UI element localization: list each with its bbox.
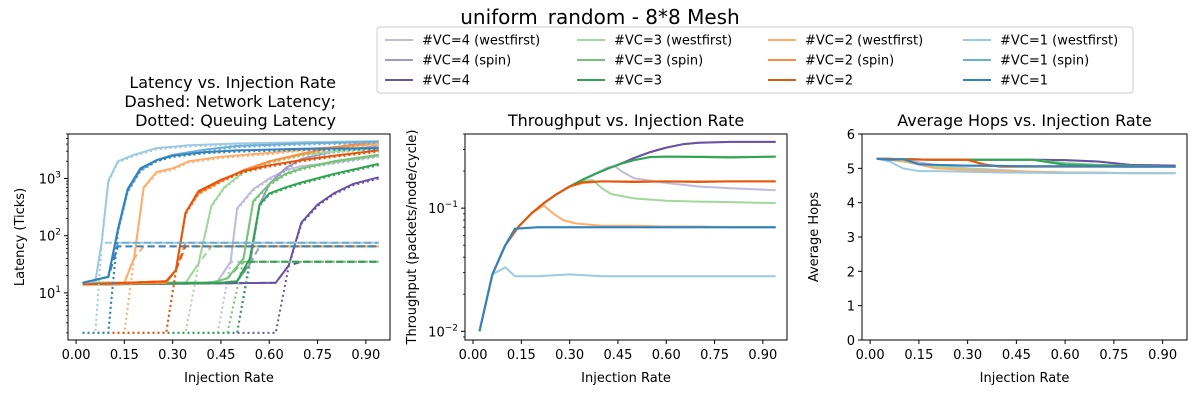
x-tick-label: 0.15 bbox=[507, 348, 536, 363]
legend-label-vc-2-westfirst: #VC=2 (westfirst) bbox=[805, 34, 923, 49]
legend-label-vc-3-spin: #VC=3 (spin) bbox=[614, 54, 703, 69]
legend-label-vc-4-spin: #VC=4 (spin) bbox=[422, 54, 511, 69]
x-tick-label: 0.75 bbox=[700, 348, 729, 363]
series-line-vc-3-queuing bbox=[82, 164, 379, 334]
legend-label-vc-4-westfirst: #VC=4 (westfirst) bbox=[422, 34, 540, 49]
panel-title: Average Hops vs. Injection Rate bbox=[897, 111, 1152, 130]
series-line-vc-2-spin bbox=[478, 180, 776, 332]
x-tick-label: 0.60 bbox=[1051, 348, 1080, 363]
series-line-vc-3-network bbox=[82, 260, 379, 286]
x-tick-label: 0.90 bbox=[748, 348, 777, 363]
series-line-vc-2 bbox=[82, 149, 379, 286]
x-tick-label: 0.45 bbox=[206, 348, 235, 363]
x-tick-label: 0.45 bbox=[1002, 348, 1031, 363]
series-line-vc-2-westfirst-network bbox=[82, 245, 379, 286]
series-line-vc-1-westfirst bbox=[82, 140, 379, 284]
series-line-vc-1 bbox=[82, 147, 379, 284]
y-axis-label: Latency (Ticks) bbox=[13, 188, 28, 286]
series-line-vc-4-westfirst bbox=[478, 165, 776, 332]
series-line-vc-1-spin-queuing bbox=[82, 142, 379, 334]
panel-title: Latency vs. Injection Rate bbox=[129, 73, 336, 92]
legend-label-vc-2: #VC=2 bbox=[805, 74, 853, 89]
x-tick-label: 0.00 bbox=[856, 348, 885, 363]
hops-panel: Average Hops vs. Injection Rate 0.00 0.15 0… bbox=[807, 111, 1188, 386]
y-tick-label: 101 bbox=[39, 285, 61, 302]
series-line-vc-1 bbox=[876, 157, 1176, 168]
legend-label-vc-1-westfirst: #VC=1 (westfirst) bbox=[1000, 34, 1118, 49]
series-line-vc-2-queuing bbox=[82, 150, 379, 334]
y-tick-label: 4 bbox=[847, 197, 855, 212]
series-line-vc-2-spin-queuing bbox=[82, 141, 379, 334]
y-axis-label: Average Hops bbox=[807, 192, 822, 282]
series-line-vc-3-spin-network bbox=[82, 260, 379, 284]
series-group bbox=[82, 140, 379, 334]
panel-title: Throughput vs. Injection Rate bbox=[507, 111, 744, 130]
series-line-vc-3-westfirst bbox=[478, 178, 776, 332]
series-line-vc-1-westfirst-queuing bbox=[82, 141, 379, 334]
x-axis-label: Injection Rate bbox=[184, 371, 274, 386]
series-line-vc-3-westfirst-queuing bbox=[82, 148, 379, 334]
series-line-vc-4 bbox=[82, 176, 379, 286]
legend-frame bbox=[376, 26, 1134, 94]
legend-label-vc-1-spin: #VC=1 (spin) bbox=[1000, 54, 1089, 69]
x-axis-label: Injection Rate bbox=[581, 371, 671, 386]
x-axis-label: Injection Rate bbox=[980, 371, 1070, 386]
series-line-vc-2-network bbox=[82, 245, 379, 286]
series-group bbox=[876, 157, 1176, 175]
legend-label-vc-2-spin: #VC=2 (spin) bbox=[805, 54, 894, 69]
x-tick-label: 0.75 bbox=[1099, 348, 1128, 363]
x-tick-label: 0.30 bbox=[953, 348, 982, 363]
series-line-vc-1-westfirst bbox=[478, 266, 776, 332]
legend-items: #VC=4 (westfirst) #VC=4 (spin) #VC=4 #VC=3 … bbox=[385, 34, 1118, 89]
series-line-vc-4-westfirst-network bbox=[82, 260, 379, 284]
axes-frame bbox=[67, 133, 391, 341]
series-group bbox=[478, 140, 776, 332]
series-line-vc-1-network bbox=[82, 245, 379, 284]
legend-label-vc-4: #VC=4 bbox=[422, 74, 470, 89]
y-tick-label: 1 bbox=[847, 300, 855, 315]
throughput-panel: Throughput vs. Injection Rate 0.00 0.15 0.3… bbox=[405, 111, 788, 386]
x-tick-label: 0.90 bbox=[1148, 348, 1177, 363]
x-tick-label: 0.15 bbox=[904, 348, 933, 363]
y-tick-label: 102 bbox=[39, 228, 61, 245]
x-tick-label: 0.60 bbox=[652, 348, 681, 363]
x-tick-label: 0.75 bbox=[303, 348, 332, 363]
x-tick-label: 0.00 bbox=[62, 348, 91, 363]
x-tick-label: 0.45 bbox=[603, 348, 632, 363]
legend-label-vc-1: #VC=1 bbox=[1000, 74, 1048, 89]
y-tick-label: 5 bbox=[847, 162, 855, 177]
series-line-vc-1-westfirst-network bbox=[82, 241, 379, 284]
y-tick-label: 3 bbox=[847, 231, 855, 246]
series-line-vc-1-westfirst bbox=[876, 157, 1176, 175]
y-tick-label: 103 bbox=[39, 171, 61, 188]
y-tick-label: 2 bbox=[847, 265, 855, 280]
series-line-vc-4-spin bbox=[478, 140, 776, 332]
y-tick-label: 10−1 bbox=[428, 200, 458, 217]
series-line-vc-2-westfirst bbox=[478, 204, 776, 332]
x-tick-label: 0.60 bbox=[255, 348, 284, 363]
legend-label-vc-3-westfirst: #VC=3 (westfirst) bbox=[614, 34, 732, 49]
x-tick-label: 0.90 bbox=[351, 348, 380, 363]
panel-title: Dotted: Queuing Latency bbox=[135, 111, 336, 130]
y-axis-label: Throughput (packets/node/cycle) bbox=[405, 130, 420, 346]
legend-label-vc-3: #VC=3 bbox=[614, 74, 662, 89]
x-tick-label: 0.30 bbox=[158, 348, 187, 363]
series-line-vc-1-spin bbox=[478, 226, 776, 332]
legend: #VC=4 (westfirst) #VC=4 (spin) #VC=4 #VC=3 … bbox=[376, 26, 1134, 94]
figure-title: uniform_random - 8*8 Mesh bbox=[460, 5, 740, 29]
y-tick-label: 10−2 bbox=[428, 323, 458, 340]
y-tick-label: 0 bbox=[847, 334, 855, 349]
series-line-vc-1-queuing bbox=[82, 148, 379, 334]
x-tick-label: 0.30 bbox=[555, 348, 584, 363]
x-tick-label: 0.00 bbox=[459, 348, 488, 363]
series-line-vc-4 bbox=[478, 140, 776, 332]
series-line-vc-2 bbox=[478, 180, 776, 332]
y-tick-label: 6 bbox=[847, 128, 855, 143]
panel-title: Dashed: Network Latency; bbox=[124, 92, 336, 111]
x-tick-label: 0.15 bbox=[110, 348, 139, 363]
axes-frame bbox=[464, 133, 788, 341]
series-line-vc-1 bbox=[478, 226, 776, 332]
